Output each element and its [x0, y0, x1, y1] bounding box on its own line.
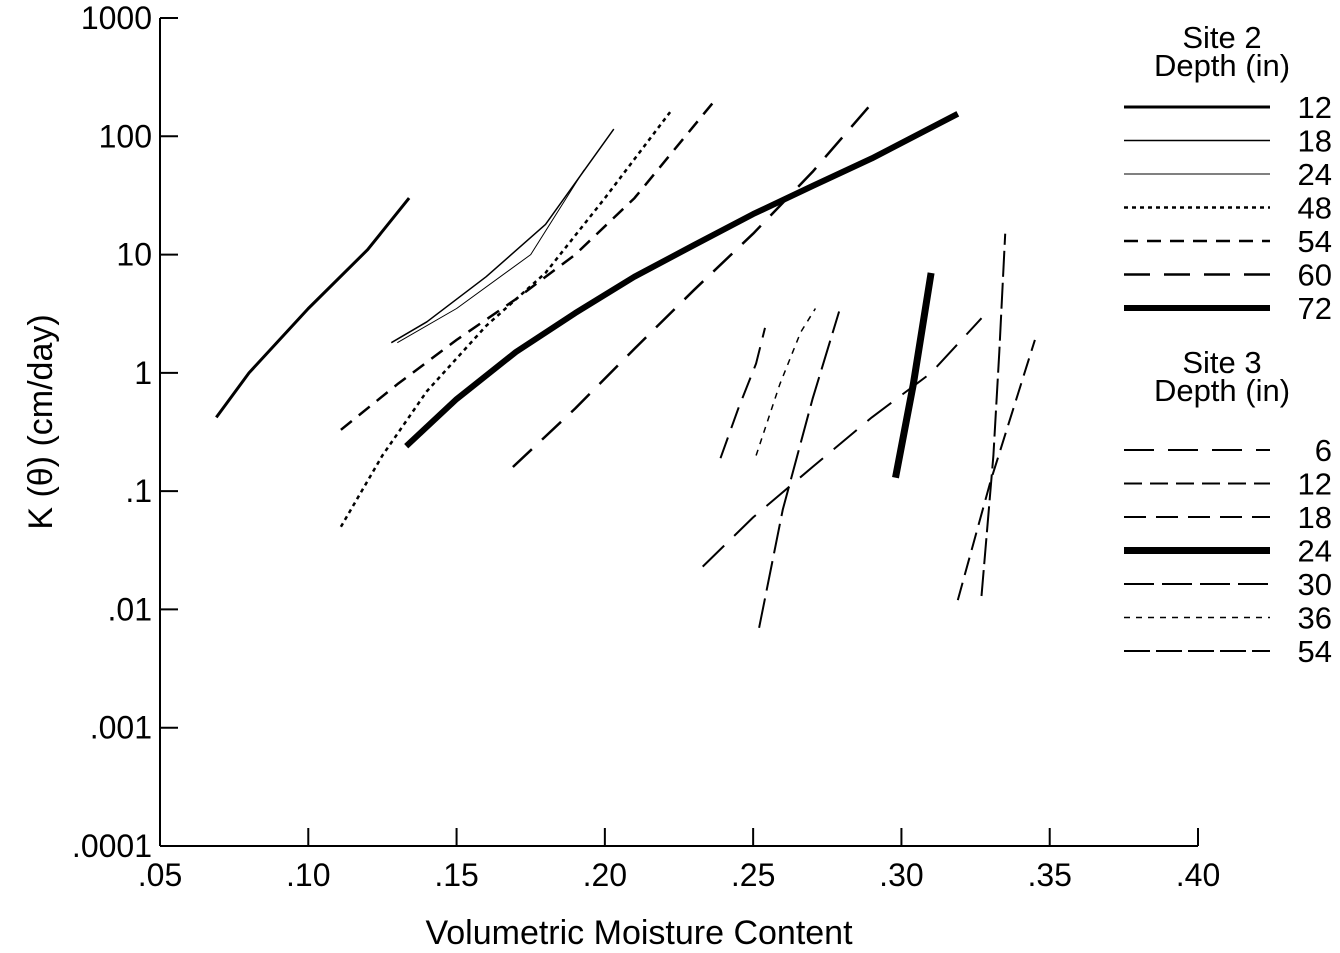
- series-layer: [215, 99, 1036, 628]
- x-axis-title: Volumetric Moisture Content: [425, 914, 853, 952]
- site3-depth-24-line: [892, 272, 935, 479]
- site2-legend-label-48: 48: [1298, 191, 1332, 226]
- site2-depth-54-line: [340, 99, 716, 431]
- site2-legend-label-18: 18: [1298, 124, 1332, 159]
- site2-legend-label-60: 60: [1298, 258, 1332, 293]
- site2-legend-label-72: 72: [1298, 291, 1332, 326]
- site3-depth-12-line: [956, 339, 1036, 601]
- site3-depth-36-line: [755, 308, 817, 456]
- site3-depth-54-line: [980, 233, 1007, 597]
- x-tick-label: .30: [879, 857, 923, 893]
- x-tick-label: .05: [138, 857, 182, 893]
- axes: 1000 100 10 1 .1 .01 .001 .0001.05 .10 .15 .20 .25.…: [72, 0, 1220, 893]
- site3-depth-30-line: [758, 311, 841, 628]
- site3-legend-label-30: 30: [1298, 567, 1332, 602]
- site2-legend-label-54: 54: [1298, 224, 1332, 259]
- y-axis-title: K (θ) (cm/day): [22, 314, 60, 529]
- x-tick-label: .40: [1176, 857, 1220, 893]
- y-tick-label: .0001: [72, 828, 152, 864]
- x-tick-label: .10: [286, 857, 330, 893]
- site3-legend-subtitle: Depth (in): [1154, 373, 1290, 408]
- x-tick-label: .20: [583, 857, 627, 893]
- site2-legend-title: Site 2: [1182, 20, 1261, 55]
- y-tick-label: 1: [134, 355, 152, 391]
- y-tick-label: 10: [116, 237, 152, 273]
- x-tick-label: .15: [434, 857, 478, 893]
- y-tick-label: 100: [99, 118, 152, 154]
- site2-legend-label-12: 12: [1298, 90, 1332, 125]
- site3-depth-6-line: [702, 317, 983, 568]
- site3-legend-label-6: 6: [1315, 433, 1332, 468]
- site2-depth-72-line: [404, 111, 960, 449]
- site3-legend-label-24: 24: [1298, 534, 1332, 569]
- site3-legend-label-12: 12: [1298, 467, 1332, 502]
- site2-depth-12-line: [215, 197, 411, 419]
- y-tick-label: .1: [125, 473, 152, 509]
- y-tick-label: .001: [90, 710, 152, 746]
- site2-depth-18-line: [390, 128, 615, 344]
- site2-depth-60-line: [512, 102, 873, 468]
- y-tick-label: 1000: [81, 0, 152, 36]
- site2-legend-label-24: 24: [1298, 157, 1332, 192]
- site2-legend-subtitle: Depth (in): [1154, 48, 1290, 83]
- x-tick-label: .25: [731, 857, 775, 893]
- site3-legend-label-18: 18: [1298, 500, 1332, 535]
- site3-legend-title: Site 3: [1182, 345, 1261, 380]
- site3-legend-label-54: 54: [1298, 634, 1332, 669]
- y-tick-label: .01: [108, 591, 152, 627]
- x-tick-label: .35: [1027, 857, 1071, 893]
- site3-depth-18-line: [719, 327, 766, 459]
- site2-depth-48-line: [339, 111, 672, 528]
- site2-depth-24-line: [397, 169, 585, 344]
- site3-legend-label-36: 36: [1298, 601, 1332, 636]
